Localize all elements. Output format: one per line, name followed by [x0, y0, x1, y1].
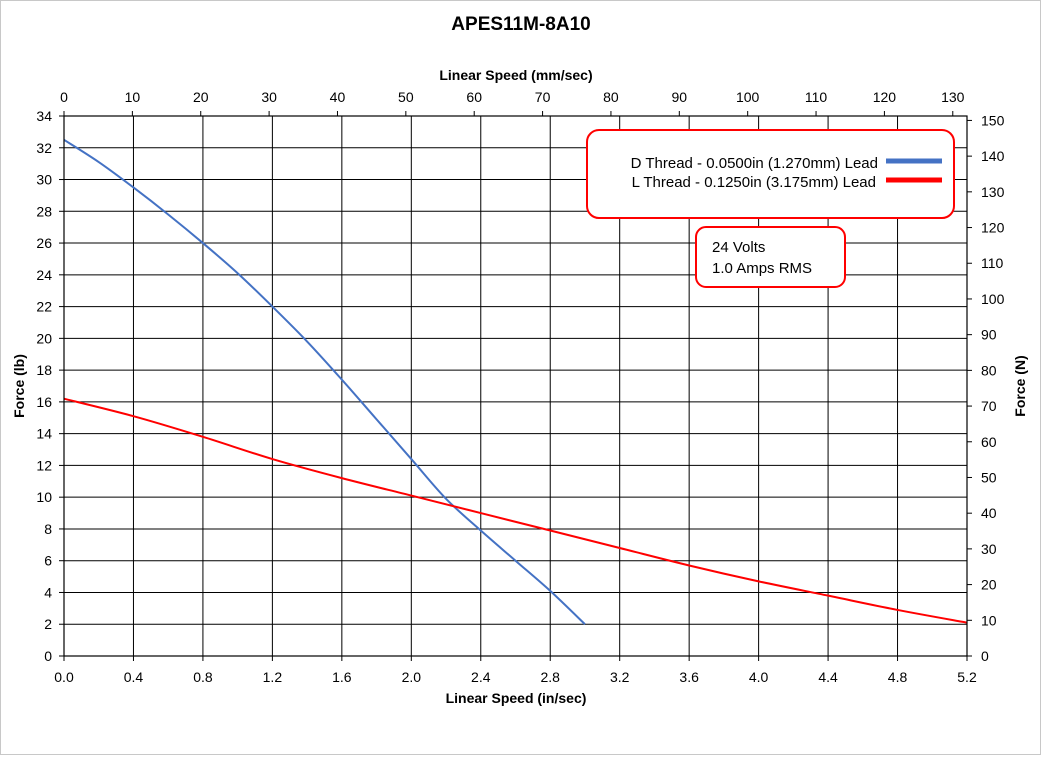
- y-tick-label: 10: [36, 489, 52, 505]
- y2-tick-label: 30: [981, 541, 997, 557]
- y2-tick-label: 130: [981, 184, 1005, 200]
- x-tick-label: 2.8: [540, 669, 560, 685]
- x2-tick-label: 80: [603, 89, 619, 105]
- y-tick-label: 30: [36, 172, 52, 188]
- y-axis-title: Force (lb): [11, 354, 27, 418]
- y-tick-label: 16: [36, 394, 52, 410]
- x-tick-label: 5.2: [957, 669, 977, 685]
- y-tick-label: 18: [36, 362, 52, 378]
- y-tick-label: 22: [36, 299, 52, 315]
- x2-tick-label: 0: [60, 89, 68, 105]
- series-line-d-thread: [63, 138, 586, 625]
- x2-tick-label: 120: [873, 89, 897, 105]
- y2-tick-label: 150: [981, 112, 1005, 128]
- annotation-current: 1.0 Amps RMS: [712, 260, 812, 277]
- y-tick-label: 26: [36, 235, 52, 251]
- y-tick-label: 28: [36, 203, 52, 219]
- y-tick-label: 0: [44, 648, 52, 664]
- x2-tick-label: 90: [672, 89, 688, 105]
- x2-tick-label: 50: [398, 89, 414, 105]
- x2-tick-label: 40: [330, 89, 346, 105]
- y2-tick-label: 60: [981, 434, 997, 450]
- y2-tick-label: 0: [981, 648, 989, 664]
- legend-box: [586, 129, 955, 219]
- y-tick-label: 24: [36, 267, 52, 283]
- x-tick-label: 4.8: [888, 669, 908, 685]
- x-tick-label: 0.8: [193, 669, 213, 685]
- series-line-l-thread: [63, 397, 968, 624]
- plot-border: [63, 115, 968, 657]
- y2-tick-label: 110: [981, 255, 1004, 271]
- x2-tick-label: 130: [941, 89, 965, 105]
- x2-tick-label: 70: [535, 89, 551, 105]
- x-tick-label: 4.4: [818, 669, 838, 685]
- y2-tick-label: 90: [981, 327, 997, 343]
- y-tick-label: 12: [36, 457, 52, 473]
- x2-axis-title: Linear Speed (mm/sec): [439, 67, 592, 83]
- y2-tick-label: 50: [981, 469, 997, 485]
- annotation-voltage: 24 Volts: [712, 239, 765, 256]
- y-tick-label: 14: [36, 426, 52, 442]
- x2-tick-label: 100: [736, 89, 760, 105]
- annotation-frame: [695, 226, 846, 288]
- y-tick-label: 6: [44, 553, 52, 569]
- annotation-box: 24 Volts 1.0 Amps RMS: [695, 226, 846, 288]
- x-tick-label: 1.2: [263, 669, 283, 685]
- x2-tick-label: 60: [466, 89, 482, 105]
- y2-tick-label: 120: [981, 220, 1005, 236]
- legend-label-l-thread: L Thread - 0.1250in (3.175mm) Lead: [632, 174, 876, 191]
- x2-tick-label: 30: [261, 89, 277, 105]
- y2-tick-label: 80: [981, 362, 997, 378]
- legend: D Thread - 0.0500in (1.270mm) Lead L Thr…: [586, 129, 955, 219]
- y2-tick-label: 140: [981, 148, 1005, 164]
- y-tick-label: 20: [36, 330, 52, 346]
- x-axis-title: Linear Speed (in/sec): [446, 690, 587, 706]
- axis-ticks: 0.0 0.4 0.8 1.2 1.6 2.0 2.4 2.8 3.2 3.6 4.0 4.4 4.8 5…: [36, 89, 1004, 685]
- y2-tick-label: 40: [981, 505, 997, 521]
- y2-tick-label: 20: [981, 577, 997, 593]
- x-tick-label: 4.0: [749, 669, 769, 685]
- x-tick-label: 2.4: [471, 669, 491, 685]
- y2-tick-label: 100: [981, 291, 1005, 307]
- y-tick-label: 2: [44, 616, 52, 632]
- series-lines: [63, 138, 968, 625]
- chart-title: APES11M-8A10: [451, 14, 590, 35]
- x-tick-label: 3.6: [679, 669, 699, 685]
- x2-tick-label: 20: [193, 89, 209, 105]
- y2-tick-label: 10: [981, 612, 997, 628]
- x-tick-label: 3.2: [610, 669, 630, 685]
- y2-tick-label: 70: [981, 398, 997, 414]
- y-tick-label: 34: [36, 108, 52, 124]
- x-tick-label: 0.4: [124, 669, 144, 685]
- x-tick-label: 2.0: [402, 669, 422, 685]
- x2-tick-label: 110: [805, 89, 828, 105]
- x-tick-label: 0.0: [54, 669, 74, 685]
- y-tick-label: 4: [44, 584, 52, 600]
- y-tick-label: 32: [36, 140, 52, 156]
- x2-tick-label: 10: [125, 89, 141, 105]
- y-tick-label: 8: [44, 521, 52, 537]
- legend-label-d-thread: D Thread - 0.0500in (1.270mm) Lead: [631, 155, 878, 172]
- y2-axis-title: Force (N): [1012, 355, 1028, 416]
- x-tick-label: 1.6: [332, 669, 352, 685]
